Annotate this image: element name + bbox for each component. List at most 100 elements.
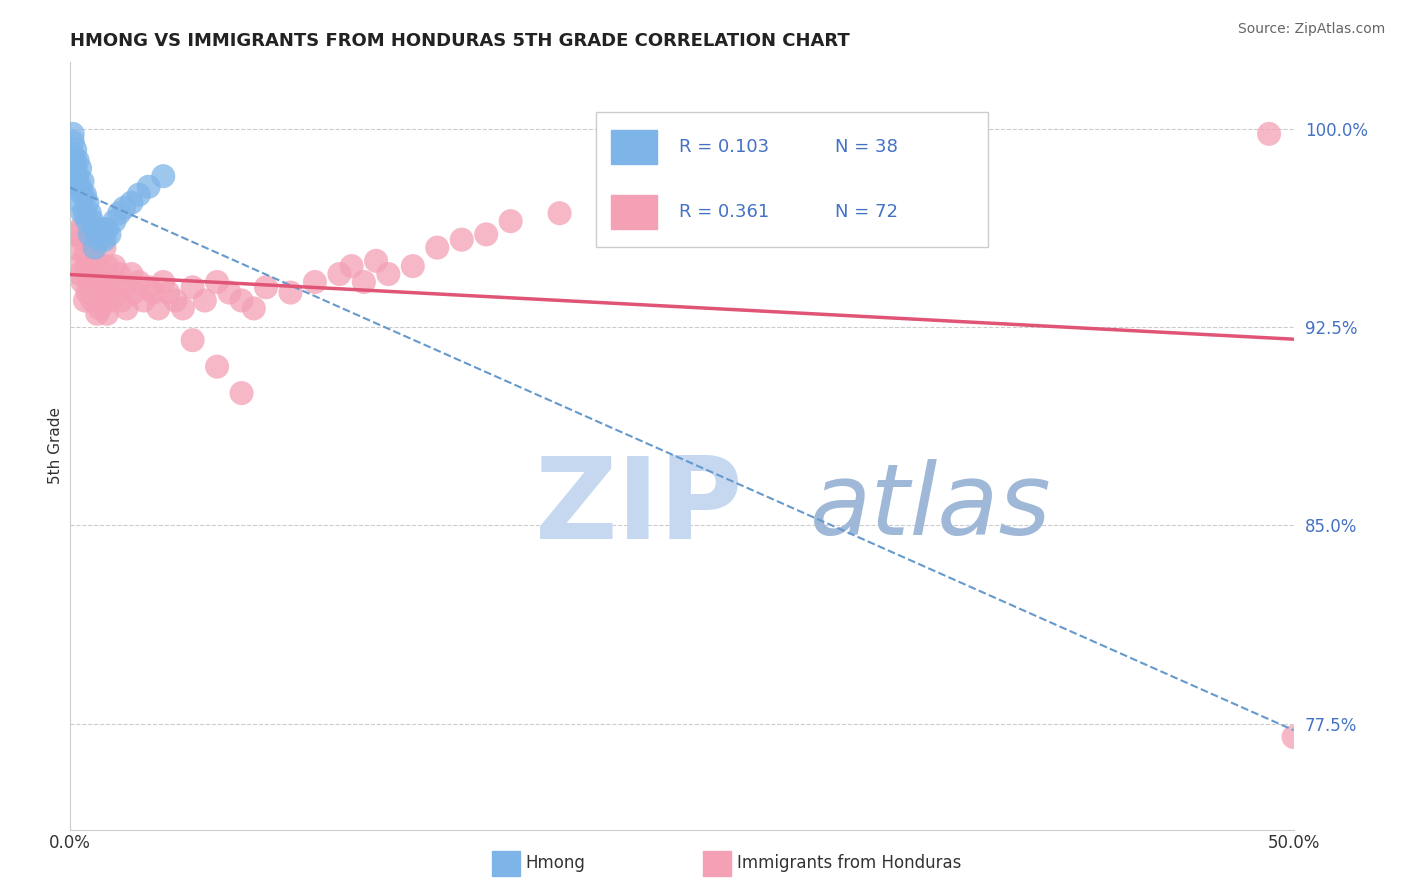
Text: R = 0.361: R = 0.361 bbox=[679, 203, 769, 221]
Point bbox=[96, 259, 118, 273]
Point bbox=[280, 285, 302, 300]
Point bbox=[218, 285, 240, 300]
Point bbox=[91, 222, 114, 236]
Text: N = 72: N = 72 bbox=[835, 203, 898, 221]
Point bbox=[181, 333, 204, 347]
Point bbox=[165, 293, 187, 308]
Point bbox=[128, 275, 150, 289]
Point bbox=[69, 161, 91, 176]
Point bbox=[112, 201, 135, 215]
Point bbox=[108, 267, 131, 281]
Point bbox=[62, 135, 84, 149]
Point bbox=[121, 267, 143, 281]
Point bbox=[73, 293, 96, 308]
Point bbox=[63, 143, 86, 157]
Point bbox=[103, 214, 125, 228]
Point bbox=[83, 285, 105, 300]
Bar bbox=[612, 130, 658, 164]
Point bbox=[83, 253, 105, 268]
Point bbox=[122, 285, 145, 300]
Point bbox=[76, 214, 98, 228]
Point bbox=[138, 280, 160, 294]
Text: Source: ZipAtlas.com: Source: ZipAtlas.com bbox=[1237, 22, 1385, 37]
Point bbox=[73, 248, 96, 262]
Text: N = 38: N = 38 bbox=[835, 138, 897, 156]
Point bbox=[132, 293, 155, 308]
Point bbox=[426, 241, 449, 255]
Point bbox=[105, 285, 128, 300]
Y-axis label: 5th Grade: 5th Grade bbox=[48, 408, 63, 484]
Point bbox=[1282, 730, 1305, 744]
Point bbox=[328, 267, 350, 281]
Point bbox=[72, 233, 94, 247]
Point bbox=[402, 259, 425, 273]
Point bbox=[62, 148, 84, 162]
Point bbox=[93, 241, 115, 255]
Point bbox=[66, 153, 89, 168]
Point bbox=[82, 241, 104, 255]
Point bbox=[377, 267, 399, 281]
Point bbox=[108, 206, 131, 220]
Point bbox=[103, 259, 125, 273]
Point bbox=[89, 233, 111, 247]
Point bbox=[79, 227, 101, 242]
Point bbox=[82, 214, 104, 228]
Point bbox=[86, 227, 108, 242]
Point bbox=[231, 386, 253, 401]
Point bbox=[96, 222, 118, 236]
Point bbox=[93, 285, 115, 300]
Point bbox=[76, 259, 98, 273]
Point bbox=[121, 195, 143, 210]
Text: Hmong: Hmong bbox=[526, 855, 586, 872]
Point bbox=[63, 161, 86, 176]
Point bbox=[63, 227, 86, 242]
Point bbox=[63, 153, 86, 168]
Point bbox=[148, 301, 170, 316]
Point bbox=[79, 227, 101, 242]
Text: Immigrants from Honduras: Immigrants from Honduras bbox=[737, 855, 962, 872]
Point bbox=[101, 293, 124, 308]
Point bbox=[69, 179, 91, 194]
Point bbox=[69, 267, 91, 281]
Point bbox=[231, 293, 253, 308]
Point bbox=[72, 174, 94, 188]
Point bbox=[254, 280, 277, 294]
Point bbox=[194, 293, 217, 308]
Point bbox=[353, 275, 375, 289]
Point bbox=[86, 259, 108, 273]
Point bbox=[157, 285, 180, 300]
Point bbox=[695, 174, 717, 188]
Point bbox=[548, 206, 571, 220]
Point bbox=[86, 307, 108, 321]
Point bbox=[72, 275, 94, 289]
Point bbox=[205, 275, 228, 289]
FancyBboxPatch shape bbox=[596, 112, 987, 246]
Point bbox=[72, 187, 94, 202]
Point bbox=[76, 195, 98, 210]
Text: R = 0.103: R = 0.103 bbox=[679, 138, 769, 156]
Point bbox=[96, 307, 118, 321]
Point bbox=[366, 253, 388, 268]
Point bbox=[152, 169, 174, 184]
Point bbox=[63, 174, 86, 188]
Point bbox=[1258, 127, 1281, 141]
Point bbox=[79, 275, 101, 289]
Point bbox=[172, 301, 194, 316]
Point bbox=[73, 187, 96, 202]
Point bbox=[98, 227, 121, 242]
Point bbox=[62, 127, 84, 141]
Point bbox=[128, 187, 150, 202]
Point bbox=[91, 275, 114, 289]
Point bbox=[73, 206, 96, 220]
Point bbox=[79, 206, 101, 220]
Point bbox=[62, 241, 84, 255]
Point bbox=[89, 267, 111, 281]
Point bbox=[112, 280, 135, 294]
Point bbox=[152, 275, 174, 289]
Point bbox=[205, 359, 228, 374]
Point bbox=[82, 293, 104, 308]
Point bbox=[66, 179, 89, 194]
Point bbox=[98, 275, 121, 289]
Point bbox=[83, 241, 105, 255]
Text: ZIP: ZIP bbox=[536, 452, 744, 563]
